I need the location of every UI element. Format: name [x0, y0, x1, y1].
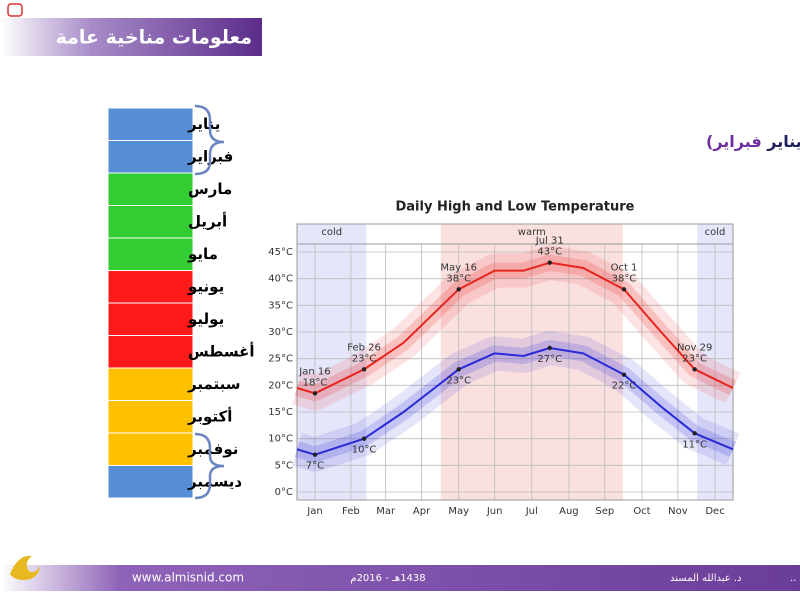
logo	[10, 555, 40, 580]
x-tick-label: Aug	[559, 506, 579, 517]
annotation-date: Feb 26	[347, 342, 381, 353]
annotation-value: 27°C	[537, 354, 562, 365]
caption-part: يناير	[766, 132, 800, 151]
chart: Daily High and Low Temperature cold warm co…	[268, 200, 741, 517]
annotation-value: 11°C	[682, 439, 707, 450]
month-cell	[107, 335, 194, 369]
month-label: مارس	[188, 180, 232, 198]
x-tick-label: Nov	[668, 506, 688, 517]
month-cell	[107, 107, 194, 141]
annotation-dot	[361, 436, 367, 441]
annotation-value: 23°C	[352, 353, 377, 364]
annotation-value: 23°C	[446, 375, 471, 386]
caption-part: فبراير)	[706, 132, 762, 151]
annotation-dot	[456, 287, 461, 292]
y-tick-label: 40°C	[268, 274, 293, 285]
annotation-value: 38°C	[612, 273, 637, 284]
annotation-value: 10°C	[352, 445, 377, 456]
x-tick-label: Apr	[413, 506, 431, 517]
x-tick-label: Dec	[705, 506, 724, 517]
chart-title: Daily High and Low Temperature	[395, 200, 634, 215]
season-label: warm	[518, 227, 546, 238]
annotation-date: Nov 29	[677, 342, 712, 353]
month-label: نوفمبر	[187, 440, 238, 458]
annotation-date: Jul 31	[535, 236, 564, 247]
y-tick-label: 15°C	[268, 407, 293, 418]
month-label: يونيو	[187, 277, 224, 295]
annotation-dot	[692, 431, 697, 436]
annotation-value: 18°C	[303, 377, 328, 388]
plot-frame	[296, 223, 734, 501]
caption: موسم البرد الشديد والمتوسط ( نوفمبر ديسم…	[706, 132, 800, 151]
footer-bar	[0, 565, 800, 591]
x-tick-label: May	[448, 506, 469, 517]
month-label: أغسطس	[188, 341, 254, 360]
month-cell	[107, 302, 194, 336]
y-tick-label: 0°C	[275, 487, 293, 498]
header-title: معلومات مناخية عامة	[56, 27, 252, 49]
month-label: ديسمبر	[187, 472, 242, 490]
month-cell	[107, 432, 194, 466]
annotation-dot	[312, 391, 318, 396]
month-label: مايو	[187, 245, 218, 263]
annotation-value: 43°C	[537, 247, 562, 258]
annotation-dot	[456, 367, 461, 372]
x-tick-label: Jun	[486, 506, 503, 517]
y-tick-label: 30°C	[268, 327, 293, 338]
x-tick-label: Oct	[633, 506, 650, 517]
month-cell	[107, 172, 194, 206]
footer-date: 1438هـ - 2016م	[350, 573, 425, 584]
month-label: أبريل	[188, 211, 227, 230]
season-band	[297, 224, 367, 500]
annotation-dot	[312, 452, 318, 457]
season-label: cold	[705, 227, 726, 238]
x-tick-label: Mar	[376, 506, 396, 517]
annotation-dot	[547, 345, 552, 351]
x-tick-label: Jan	[306, 506, 322, 517]
annotation-date: May 16	[440, 262, 477, 273]
month-cell	[107, 465, 194, 499]
month-cell	[107, 367, 194, 401]
month-label: سبتمبر	[187, 375, 241, 393]
month-label: يناير	[187, 115, 220, 133]
annotation-dot	[361, 367, 367, 372]
x-tick-label: Sep	[595, 506, 614, 517]
y-tick-label: 5°C	[275, 460, 293, 471]
annotation-dot	[621, 287, 627, 292]
month-cell	[107, 270, 194, 304]
month-label: يوليو	[187, 310, 224, 328]
header-bar	[0, 18, 262, 56]
y-tick-label: 35°C	[268, 300, 293, 311]
annotation-value: 23°C	[682, 353, 707, 364]
annotation-dot	[547, 260, 552, 265]
season-label: cold	[321, 227, 342, 238]
annotation-value: 22°C	[612, 381, 637, 392]
annotation-dot	[621, 372, 627, 377]
month-cell	[107, 205, 194, 239]
month-cell	[107, 237, 194, 271]
month-table: ينايرفبرايرمارسأبريلمايويونيويوليوأغسطسس…	[107, 107, 254, 499]
annotation-date: Jan 16	[298, 366, 330, 377]
annotation-value: 38°C	[446, 273, 471, 284]
y-tick-label: 10°C	[268, 434, 293, 445]
footer-site: www.almisnid.com	[132, 571, 244, 585]
month-label: أكتوبر	[187, 406, 232, 425]
month-cell	[107, 400, 194, 434]
brace	[194, 104, 225, 176]
y-tick-label: 45°C	[268, 247, 293, 258]
annotation-dot	[692, 367, 697, 372]
brace	[194, 432, 225, 500]
annotation-date: Oct 1	[611, 262, 638, 273]
x-tick-label: Feb	[342, 506, 360, 517]
y-tick-label: 25°C	[268, 354, 293, 365]
y-tick-label: 20°C	[268, 380, 293, 391]
header-icon	[7, 3, 23, 17]
footer-topic: الطقس والرحلات ..	[790, 573, 800, 584]
x-tick-label: Jul	[525, 506, 538, 517]
annotation-value: 7°C	[306, 461, 324, 472]
month-cell	[107, 140, 194, 174]
footer-author: د. عبدالله المسند	[670, 573, 742, 584]
